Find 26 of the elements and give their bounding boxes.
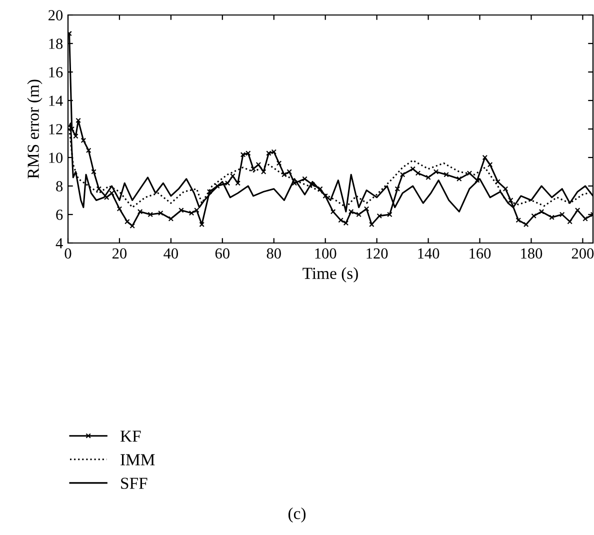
y-tick-label: 14 [49, 96, 63, 106]
y-tick-label: 6 [56, 210, 63, 220]
y-tick-label: 4 [56, 238, 63, 248]
y-tick-label: 10 [49, 152, 63, 163]
x-tick-label: 60 [215, 248, 230, 259]
x-tick-label: 80 [266, 248, 281, 259]
x-tick-label: 140 [418, 248, 440, 259]
y-tick-label: 20 [48, 10, 63, 20]
x-tick-label: 120 [366, 248, 388, 259]
legend-label: SFF [121, 478, 148, 489]
y-tick-label: 8 [56, 181, 63, 192]
x-axis-title: Time (s) [302, 267, 358, 282]
legend-label: IMM [120, 454, 155, 466]
y-tick-label: 16 [49, 67, 63, 78]
legend-label: KF [120, 430, 141, 442]
text: (c) [288, 507, 306, 523]
y-tick-label: 18 [49, 38, 63, 49]
x-tick-label: 0 [64, 248, 72, 259]
x-tick-label: 180 [521, 248, 542, 259]
x-tick-label: 40 [164, 248, 178, 259]
y-tick-label: 12 [49, 124, 62, 134]
x-tick-label: 160 [470, 248, 491, 259]
x-tick-label: 100 [315, 248, 336, 259]
x-tick-label: 20 [112, 248, 127, 259]
x-tick-label: 200 [572, 248, 594, 259]
y-axis-title: RMS error (m) [27, 80, 42, 179]
